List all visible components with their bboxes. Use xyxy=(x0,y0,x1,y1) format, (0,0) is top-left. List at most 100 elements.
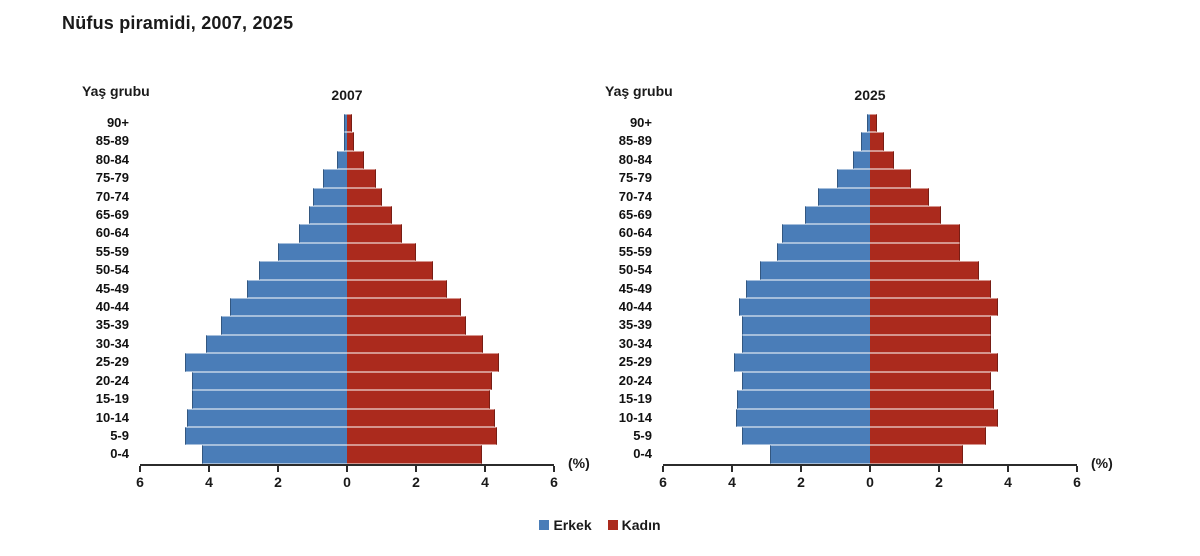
pyramid-row: 0-4 xyxy=(60,445,554,464)
female-bar xyxy=(870,279,991,299)
male-half xyxy=(663,316,870,335)
pyramid-row: 75-79 xyxy=(60,169,554,188)
pyramid-row: 60-64 xyxy=(583,224,1077,243)
axis-tick-label: 6 xyxy=(659,474,667,490)
age-label: 20-24 xyxy=(95,372,129,388)
male-half xyxy=(140,316,347,335)
chart-header: Yaş grubu 2007 xyxy=(60,80,620,114)
x-axis: (%) 6 4 2 0 2 4 6 xyxy=(136,455,590,496)
female-bar xyxy=(347,426,498,446)
male-bar xyxy=(184,353,347,372)
male-bar xyxy=(818,187,870,207)
age-label: 65-69 xyxy=(95,207,129,223)
male-bar xyxy=(278,242,347,262)
pyramid-row: 15-19 xyxy=(60,390,554,409)
female-half xyxy=(870,242,1077,262)
male-half xyxy=(140,426,347,446)
pyramid-row: 85-89 xyxy=(60,132,554,151)
female-half xyxy=(870,261,1077,280)
male-half xyxy=(663,353,870,372)
female-half xyxy=(347,114,554,133)
male-half xyxy=(140,298,347,317)
age-label: 40-44 xyxy=(95,299,129,315)
male-bar xyxy=(742,426,870,446)
male-half xyxy=(663,261,870,280)
female-half xyxy=(870,445,1077,464)
female-half xyxy=(870,316,1077,335)
male-bar xyxy=(737,390,870,409)
male-bar xyxy=(298,224,347,243)
axis-tick xyxy=(277,466,279,472)
female-bar xyxy=(870,169,912,188)
female-bar xyxy=(347,242,416,262)
age-label: 15-19 xyxy=(618,391,652,407)
female-half xyxy=(870,279,1077,299)
axis-tick xyxy=(346,466,348,472)
female-half xyxy=(347,169,554,188)
male-half xyxy=(663,371,870,391)
female-half xyxy=(870,132,1077,151)
male-bar xyxy=(221,316,347,335)
pyramid-row: 80-84 xyxy=(583,150,1077,170)
female-half xyxy=(870,371,1077,391)
axis-tick xyxy=(1007,466,1009,472)
female-half xyxy=(347,334,554,354)
male-bar xyxy=(742,371,870,391)
male-bar xyxy=(837,169,870,188)
female-bar xyxy=(870,261,979,280)
female-half xyxy=(870,298,1077,317)
axis-tick xyxy=(484,466,486,472)
male-half xyxy=(663,390,870,409)
female-half xyxy=(870,206,1077,225)
pyramid-row: 35-39 xyxy=(60,316,554,335)
female-bar xyxy=(870,371,991,391)
age-label: 30-34 xyxy=(618,335,652,351)
pyramid-row: 65-69 xyxy=(583,206,1077,225)
male-bar xyxy=(202,445,347,464)
male-bar xyxy=(759,261,870,280)
age-label: 80-84 xyxy=(95,151,129,167)
female-bar xyxy=(347,445,482,464)
pyramid-row: 0-4 xyxy=(583,445,1077,464)
pyramid-row: 30-34 xyxy=(583,334,1077,354)
female-bar xyxy=(870,242,960,262)
legend-item-female: Kadın xyxy=(607,517,661,533)
male-half xyxy=(140,353,347,372)
pyramid-row: 55-59 xyxy=(60,242,554,262)
male-half xyxy=(140,187,347,207)
male-bar xyxy=(247,279,347,299)
age-label: 70-74 xyxy=(95,188,129,204)
age-label: 25-29 xyxy=(95,354,129,370)
male-bar xyxy=(312,187,347,207)
age-label: 10-14 xyxy=(618,409,652,425)
pyramid-row: 25-29 xyxy=(60,353,554,372)
female-half xyxy=(870,426,1077,446)
chart-year-label: 2007 xyxy=(331,87,363,103)
female-bar xyxy=(870,114,877,133)
pyramid-row: 30-34 xyxy=(60,334,554,354)
axis-tick-label: 6 xyxy=(136,474,144,490)
female-bar xyxy=(347,316,466,335)
male-half xyxy=(663,426,870,446)
female-half xyxy=(870,187,1077,207)
age-label: 55-59 xyxy=(95,243,129,259)
female-half xyxy=(347,150,554,170)
age-label: 45-49 xyxy=(618,280,652,296)
male-bar xyxy=(742,334,870,354)
age-label: 10-14 xyxy=(95,409,129,425)
female-half xyxy=(347,408,554,427)
male-bar xyxy=(735,408,870,427)
pyramid-row: 50-54 xyxy=(583,261,1077,280)
age-label: 35-39 xyxy=(618,317,652,333)
age-label: 5-9 xyxy=(110,427,129,443)
male-half xyxy=(140,224,347,243)
male-bar xyxy=(738,298,870,317)
male-bar xyxy=(745,279,870,299)
female-bar xyxy=(347,353,499,372)
axis-tick-label: 4 xyxy=(1004,474,1012,490)
male-half xyxy=(663,334,870,354)
pyramid-rows: 90+ 85-89 80-84 75-79 70-74 65-69 60-64 55-59 50… xyxy=(60,114,554,464)
pyramid-row: 45-49 xyxy=(60,279,554,299)
age-label: 40-44 xyxy=(618,299,652,315)
age-label: 30-34 xyxy=(95,335,129,351)
